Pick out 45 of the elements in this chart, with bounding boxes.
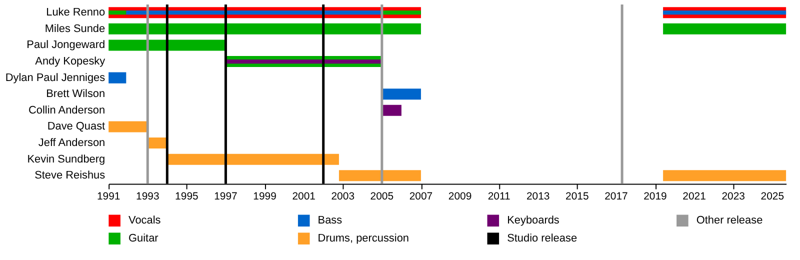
x-tick-label: 2007 bbox=[409, 192, 433, 203]
y-tick-label: Jeff Anderson bbox=[38, 137, 106, 150]
x-tick-label: 2019 bbox=[644, 192, 668, 203]
x-tick-label: 2009 bbox=[448, 192, 472, 203]
x-tick-label: 1997 bbox=[214, 192, 238, 203]
y-tick-label: Andy Kopesky bbox=[35, 56, 106, 68]
x-tick-label: 2003 bbox=[331, 192, 355, 203]
bar bbox=[338, 170, 421, 182]
x-tick-label: 2001 bbox=[292, 192, 316, 203]
bar bbox=[167, 154, 339, 165]
x-tick-label: 2005 bbox=[370, 192, 394, 203]
x-tick-label: 1993 bbox=[136, 192, 160, 203]
y-tick-label: Steve Reishus bbox=[34, 170, 106, 182]
x-tick-label: 1995 bbox=[175, 192, 198, 203]
x-tick-label: 2011 bbox=[488, 192, 510, 203]
legend-label: Drums, percussion bbox=[318, 232, 409, 245]
bar bbox=[108, 72, 126, 84]
x-tick-label: 2021 bbox=[682, 192, 706, 203]
bar bbox=[108, 121, 148, 132]
bar bbox=[663, 10, 786, 15]
bar bbox=[108, 23, 421, 34]
y-tick-label: Dave Quast bbox=[47, 120, 106, 133]
legend-label: Guitar bbox=[128, 232, 159, 245]
legend-label: Studio release bbox=[507, 232, 578, 245]
legend-label: Keyboards bbox=[507, 214, 560, 227]
y-tick-label: Luke Renno bbox=[46, 6, 106, 19]
y-tick-label: Brett Wilson bbox=[46, 88, 106, 100]
y-tick-label: Dylan Paul Jenniges bbox=[5, 72, 106, 84]
x-tick-label: 2023 bbox=[722, 192, 746, 203]
bar bbox=[108, 40, 226, 51]
legend-label: Bass bbox=[318, 214, 343, 227]
x-tick-label: 1991 bbox=[96, 192, 120, 203]
y-tick-label: Collin Anderson bbox=[28, 104, 106, 116]
legend-label: Other release bbox=[696, 214, 763, 227]
y-tick-label: Kevin Sundberg bbox=[27, 153, 106, 166]
y-tick-label: Miles Sunde bbox=[44, 22, 106, 35]
x-tick-label: 2013 bbox=[526, 192, 550, 203]
x-tick-label: 2025 bbox=[760, 192, 784, 203]
x-tick-label: 2015 bbox=[566, 192, 589, 203]
legend-label: Vocals bbox=[128, 214, 162, 227]
x-tick-label: 2017 bbox=[604, 192, 628, 203]
y-tick-label: Paul Jongeward bbox=[26, 39, 106, 52]
bar bbox=[382, 88, 421, 100]
x-tick-label: 1999 bbox=[253, 192, 277, 203]
bar bbox=[663, 170, 786, 182]
